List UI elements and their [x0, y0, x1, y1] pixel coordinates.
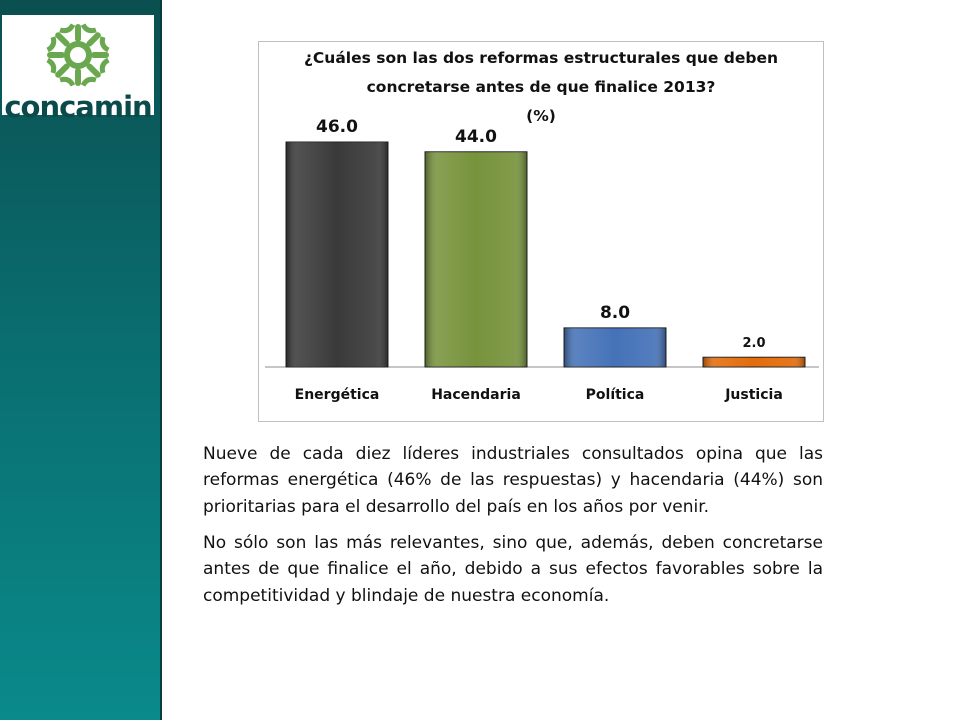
- paragraph-1: Nueve de cada diez líderes industriales …: [203, 444, 823, 517]
- category-label: Hacendaria: [431, 387, 521, 403]
- sidebar-panel: concamin: [0, 0, 162, 720]
- logo: concamin: [2, 15, 154, 122]
- bar-shading: [286, 142, 388, 367]
- paragraph-2: No sólo son las más relevantes, sino que…: [203, 533, 823, 606]
- gear-spoke: [55, 32, 70, 47]
- chart-canvas: ¿Cuáles son las dos reformas estructural…: [265, 49, 819, 403]
- bar-shading: [425, 151, 527, 367]
- gear-tooth: [59, 23, 76, 34]
- chart-title-line-3: (%): [526, 107, 556, 125]
- concamin-gear-icon: [46, 23, 110, 87]
- gear-tooth: [46, 36, 57, 53]
- gear-tooth: [99, 36, 110, 53]
- bar-shading: [564, 327, 666, 367]
- gear-tooth: [59, 76, 76, 87]
- value-label: 2.0: [742, 336, 765, 351]
- category-label: Política: [586, 387, 645, 403]
- chart-title-line-2: concretarse antes de que finalice 2013?: [367, 78, 716, 96]
- bars: 46.0 Energética 44.0 Hacendaria 8.0 Política 2…: [285, 117, 806, 403]
- gear-spoke: [55, 63, 70, 78]
- brand-name: concamin: [4, 90, 152, 124]
- category-label: Justicia: [724, 387, 783, 403]
- gear-tooth: [80, 76, 97, 87]
- bar-chart: ¿Cuáles son las dos reformas estructural…: [258, 41, 824, 422]
- chart-title-line-1: ¿Cuáles son las dos reformas estructural…: [304, 49, 778, 67]
- bar-shading: [703, 357, 805, 367]
- category-label: Energética: [295, 387, 380, 403]
- description-text: Nueve de cada diez líderes industriales …: [203, 441, 823, 619]
- gear-tooth: [46, 57, 57, 74]
- value-label: 8.0: [600, 303, 630, 323]
- gear-tooth: [80, 23, 97, 34]
- value-label: 46.0: [316, 117, 358, 137]
- gear-tooth: [99, 57, 110, 74]
- value-label: 44.0: [455, 127, 497, 147]
- gear-spoke: [86, 32, 101, 47]
- gear-spoke: [86, 63, 101, 78]
